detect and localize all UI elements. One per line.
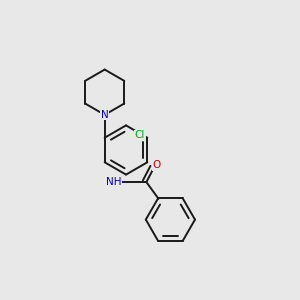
Text: O: O [153,160,161,170]
Text: N: N [101,110,109,120]
Text: Cl: Cl [135,130,145,140]
Text: NH: NH [106,177,121,187]
